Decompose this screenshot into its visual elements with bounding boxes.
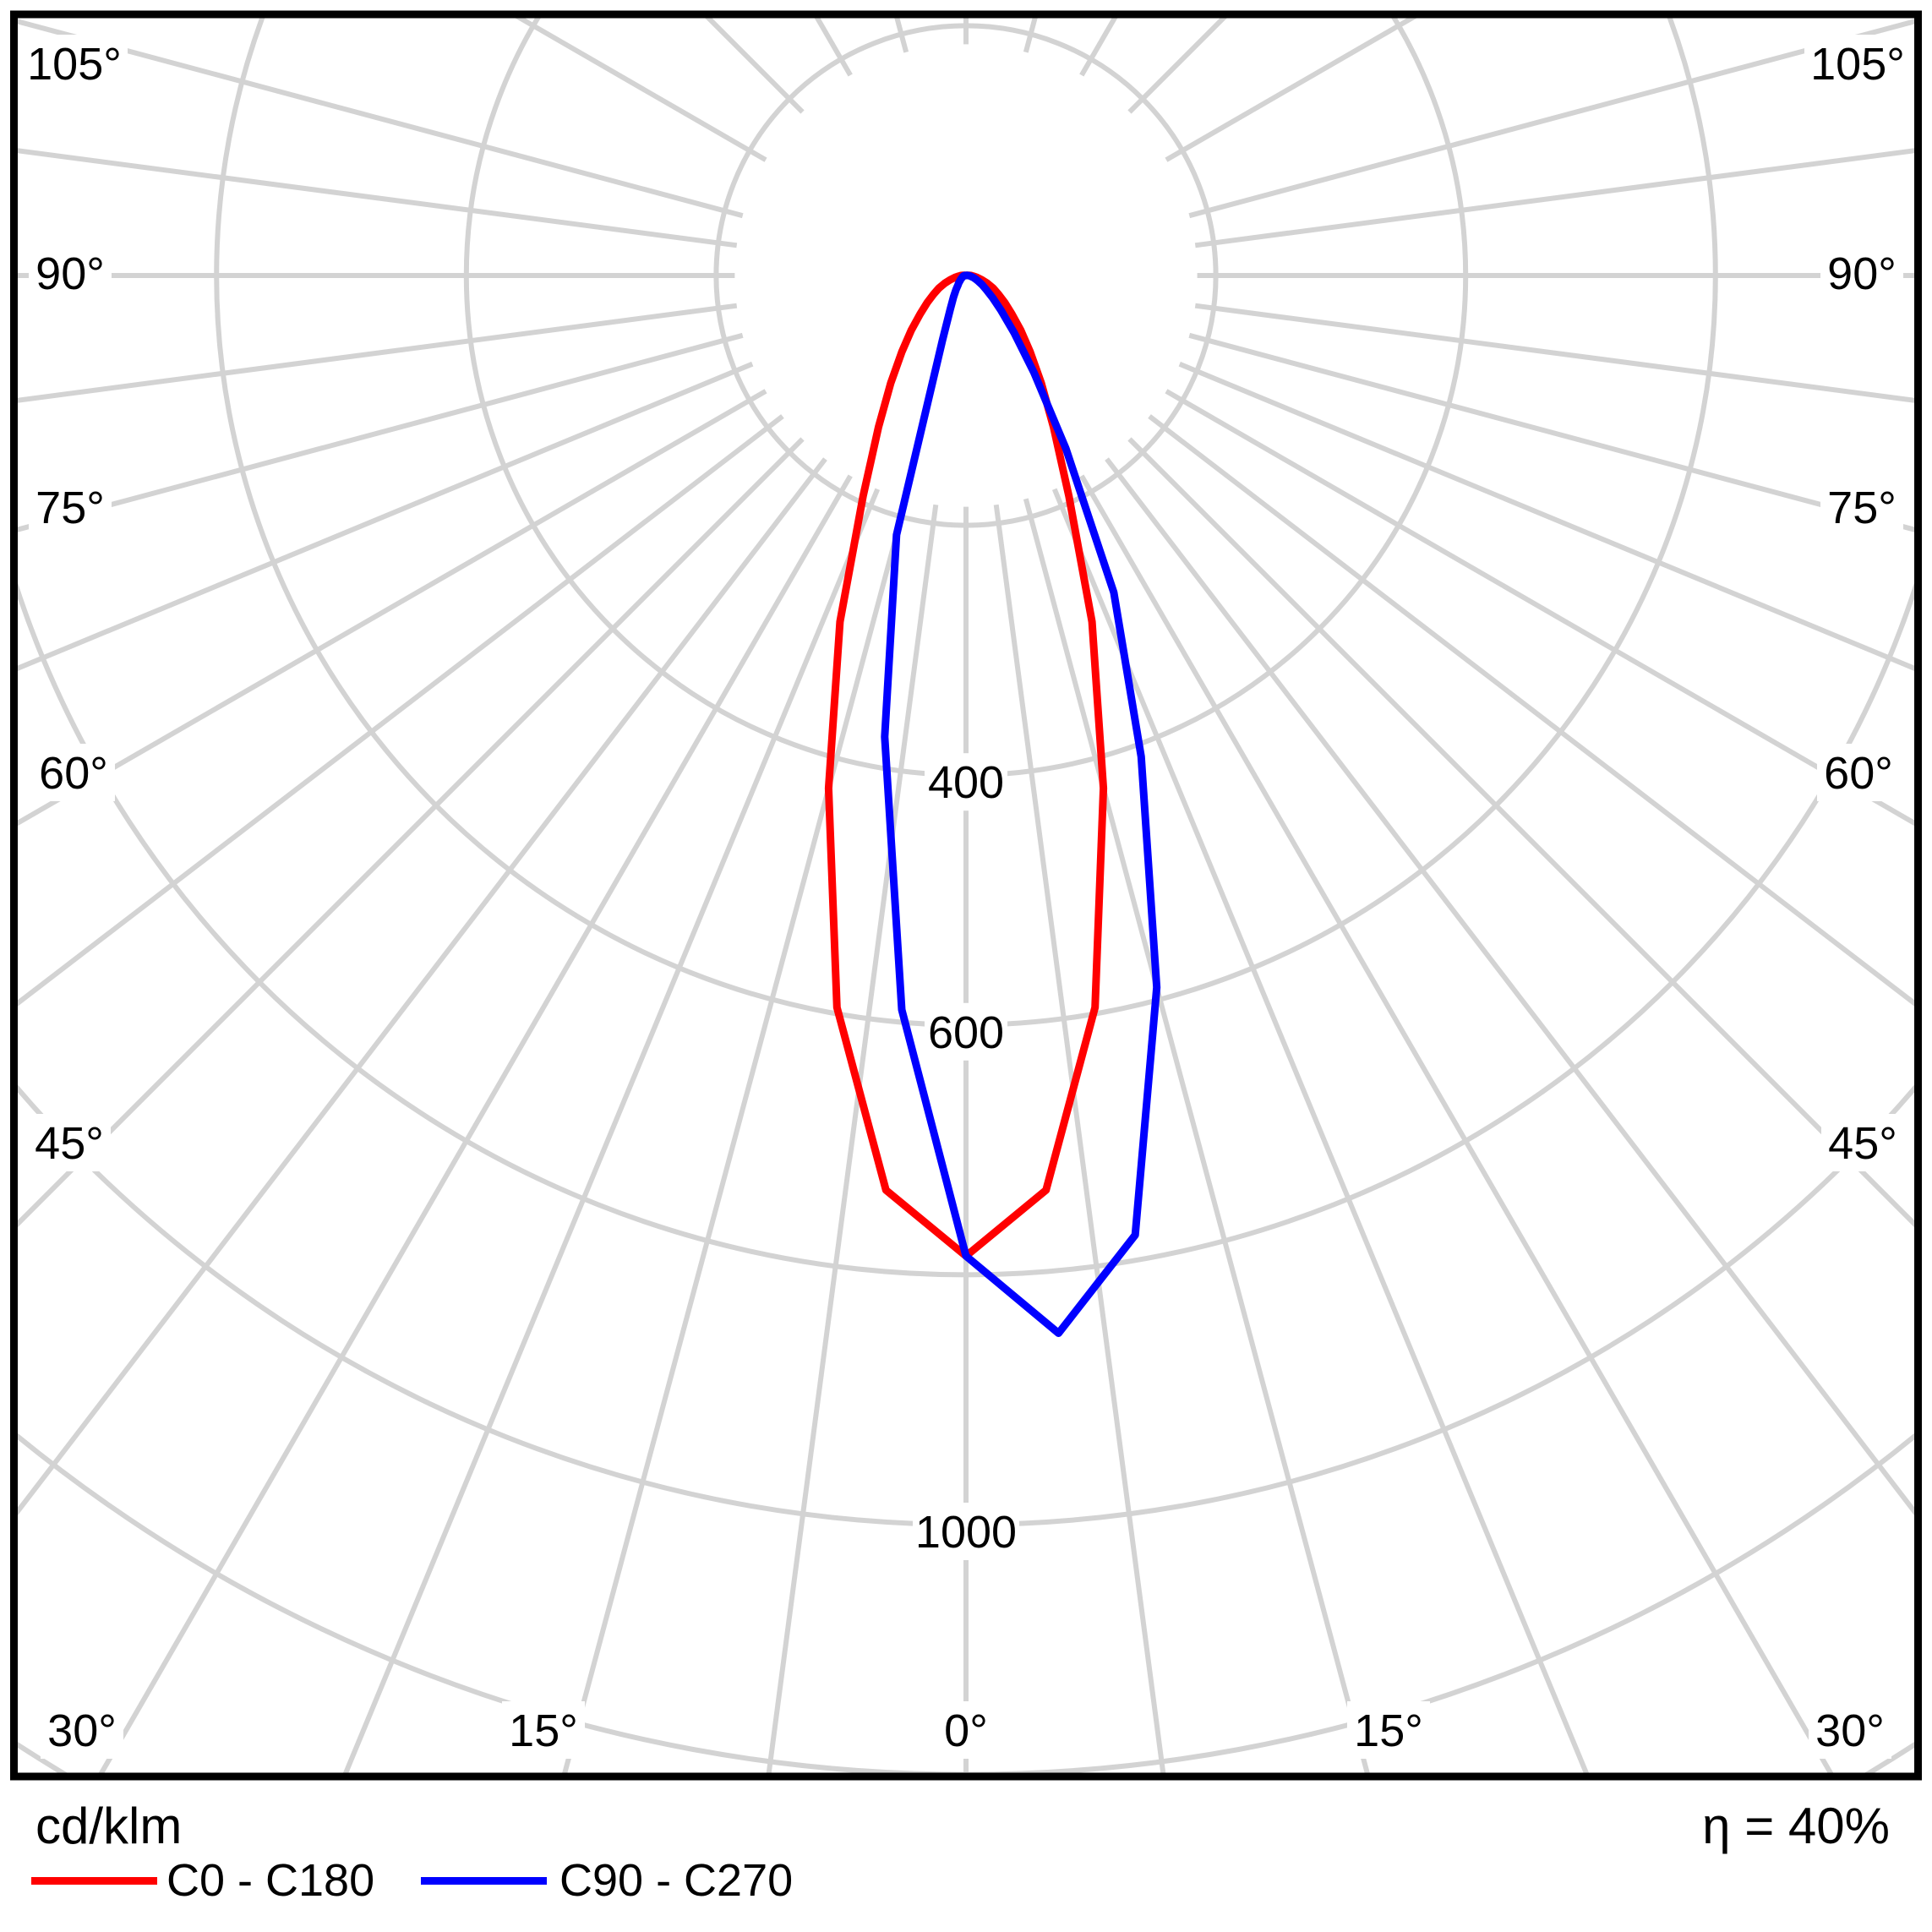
angle-label-bottom-2: 0° xyxy=(944,1706,988,1756)
curve-C90-C270 xyxy=(881,271,1161,1337)
angle-label-right-90°-bg xyxy=(1820,244,1903,302)
angle-label-right-45°-bg xyxy=(1821,1114,1904,1171)
angle-label-right-105°: 105° xyxy=(1810,39,1905,90)
angle-label-left-45°-bg xyxy=(28,1114,111,1171)
angle-label-bottom-3: 15° xyxy=(1354,1706,1423,1756)
legend-label-c0-c180: C0 - C180 xyxy=(166,1855,375,1906)
grid-ray--52.5 xyxy=(18,414,784,1007)
radial-label-400-bg xyxy=(925,753,1007,811)
angle-label-right-75°: 75° xyxy=(1827,483,1897,533)
angle-label-right-60°: 60° xyxy=(1824,748,1893,799)
angle-label-left-60°-bg xyxy=(32,744,115,801)
grid-ray-15 xyxy=(1023,498,1370,1773)
angle-label-bottom-1: 15° xyxy=(509,1706,578,1756)
efficiency-label: η = 40% xyxy=(1702,1798,1890,1854)
grid-ray--82.5 xyxy=(18,303,738,403)
grid-ray--22.5 xyxy=(342,488,881,1773)
angle-label-right-90°: 90° xyxy=(1827,248,1897,299)
legend-line-c90-c270 xyxy=(421,1877,547,1885)
units-label: cd/klm xyxy=(35,1798,183,1854)
radial-label-600-bg xyxy=(925,1002,1007,1061)
angle-label-left-75°-bg xyxy=(29,478,112,536)
grid-ray--37.5 xyxy=(18,457,827,1516)
grid-ray--67.5 xyxy=(18,361,754,671)
grid-ray--60 xyxy=(18,389,767,827)
angle-label-left-75°: 75° xyxy=(35,483,105,533)
angle-label-right-75°-bg xyxy=(1820,478,1903,536)
radial-label-400: 400 xyxy=(928,757,1004,808)
radial-label-600: 600 xyxy=(928,1007,1004,1058)
labels-layer: 105° 90° 75° 60° 45° 105° 90° 75° 60° 45° 30° 15° 0°… xyxy=(21,35,1911,1759)
grid-ray--30 xyxy=(98,474,853,1773)
grid-ray--105 xyxy=(18,19,744,219)
grid-ray-97.5 xyxy=(1194,148,1914,248)
grid-ray-52.5 xyxy=(1148,414,1914,1007)
angle-label-bottom-4-bg xyxy=(1809,1701,1891,1759)
angle-label-left-60°: 60° xyxy=(39,748,108,799)
grid-ray--97.5 xyxy=(18,148,738,248)
grid-ray-75 xyxy=(1188,332,1914,532)
grid-ray-60 xyxy=(1165,389,1914,827)
angle-label-bottom-0: 30° xyxy=(47,1706,117,1756)
grid-ray-67.5 xyxy=(1178,361,1914,671)
grid-ray--7.5 xyxy=(766,504,939,1773)
angle-label-bottom-2-bg xyxy=(936,1701,996,1759)
angle-label-left-90°: 90° xyxy=(35,248,105,299)
angle-label-left-90°-bg xyxy=(29,244,112,302)
chart-frame xyxy=(10,10,1922,1781)
angle-label-bottom-0-bg xyxy=(41,1701,123,1759)
grid-ray-82.5 xyxy=(1194,303,1914,403)
grid-ray-22.5 xyxy=(1051,488,1590,1773)
angle-label-left-105°: 105° xyxy=(27,39,122,90)
angle-label-left-105°-bg xyxy=(21,35,128,92)
curves-layer xyxy=(824,271,1161,1337)
angle-label-right-60°-bg xyxy=(1817,744,1900,801)
grid-ray--75 xyxy=(18,332,744,532)
grid-ray--15 xyxy=(562,498,909,1773)
angle-label-right-105°-bg xyxy=(1804,35,1911,92)
legend-label-c90-c270: C90 - C270 xyxy=(559,1855,794,1906)
grid-ray-105 xyxy=(1188,19,1914,219)
radial-label-1000-bg xyxy=(913,1503,1019,1560)
legend-line-c0-c180 xyxy=(31,1877,157,1885)
angle-label-bottom-3-bg xyxy=(1347,1701,1430,1759)
grid-ray-37.5 xyxy=(1105,457,1914,1516)
grid-ray-30 xyxy=(1079,474,1834,1773)
radial-label-1000: 1000 xyxy=(915,1507,1017,1558)
angle-label-bottom-4: 30° xyxy=(1815,1706,1885,1756)
angle-label-left-45°: 45° xyxy=(35,1118,104,1169)
angle-label-bottom-1-bg xyxy=(502,1701,585,1759)
grid-ray-7.5 xyxy=(993,504,1166,1773)
angle-label-right-45°: 45° xyxy=(1828,1118,1897,1169)
